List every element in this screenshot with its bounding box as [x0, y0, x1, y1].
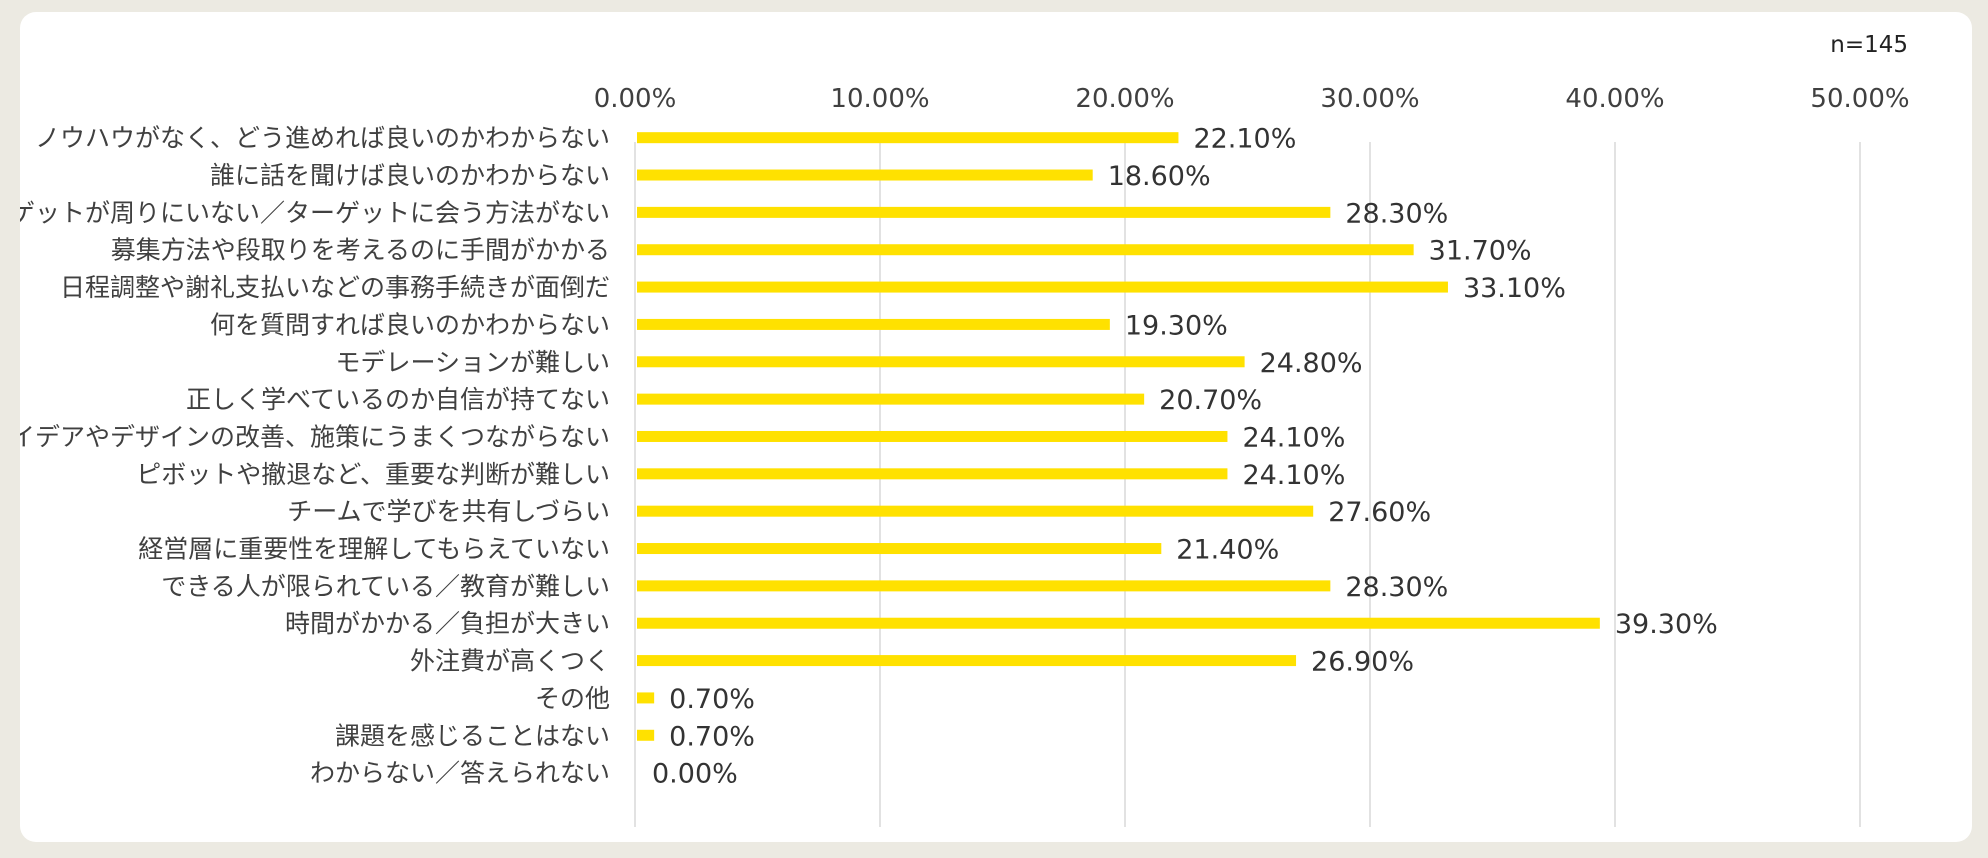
category-label: モデレーションが難しい — [335, 348, 610, 377]
bar — [637, 318, 1110, 330]
bar — [637, 692, 655, 704]
data-label: 0.70% — [669, 684, 755, 715]
bar — [637, 543, 1162, 555]
gridlines — [634, 142, 1861, 827]
data-label: 24.10% — [1242, 422, 1345, 453]
data-label: 28.30% — [1345, 198, 1448, 229]
category-labels: ノウハウがなく、どう進めれば良いのかわからない誰に話を聞けば良いのかわからないタ… — [20, 124, 610, 788]
bar-chart: 0.00% 10.00% 20.00% 30.00% 40.00% 50.00% ノウハウ… — [20, 32, 1910, 827]
category-label: 経営層に重要性を理解してもらえていない — [138, 535, 610, 564]
data-label: 28.30% — [1345, 572, 1448, 603]
bar — [637, 393, 1145, 405]
x-tick-label: 30.00% — [1320, 84, 1419, 114]
bar — [637, 132, 1179, 144]
category-label: ターゲットが周りにいない／ターゲットに会う方法がない — [20, 198, 610, 227]
bar — [637, 468, 1228, 480]
bar — [637, 281, 1448, 293]
bar — [637, 729, 655, 741]
bar — [637, 580, 1331, 592]
data-label: 31.70% — [1429, 236, 1532, 267]
bar — [637, 169, 1093, 181]
data-labels: 22.10% 18.60% 28.30% 31.70% 33.10% 19.30% 24.8… — [652, 124, 1718, 790]
category-label: できる人が限られている／教育が難しい — [161, 572, 610, 601]
category-label: アイデアやデザインの改善、施策にうまくつながらない — [20, 422, 610, 451]
data-label: 21.40% — [1176, 535, 1279, 566]
x-axis-ticks: 0.00% 10.00% 20.00% 30.00% 40.00% 50.00% — [594, 84, 1910, 114]
category-label: 正しく学べているのか自信が持てない — [186, 385, 610, 414]
data-label: 33.10% — [1463, 273, 1566, 304]
bar — [637, 617, 1600, 629]
x-tick-label: 0.00% — [594, 84, 677, 114]
data-label: 18.60% — [1108, 161, 1211, 192]
category-label: ピボットや撤退など、重要な判断が難しい — [136, 460, 610, 489]
sample-size-label: n=145 — [1830, 32, 1908, 58]
category-label: 何を質問すれば良いのかわからない — [210, 310, 610, 339]
category-label: 外注費が高くつく — [410, 647, 610, 676]
data-label: 27.60% — [1328, 497, 1431, 528]
data-label: 0.00% — [652, 759, 738, 790]
data-label: 0.70% — [669, 721, 755, 752]
category-label: その他 — [535, 684, 610, 713]
bar — [637, 430, 1228, 442]
bar — [637, 244, 1414, 256]
category-label: わからない／答えられない — [310, 759, 610, 788]
x-tick-label: 40.00% — [1565, 84, 1664, 114]
category-label: ノウハウがなく、どう進めれば良いのかわからない — [35, 124, 610, 153]
bar — [637, 655, 1297, 667]
data-label: 24.10% — [1242, 460, 1345, 491]
category-label: 時間がかかる／負担が大きい — [285, 609, 610, 638]
data-label: 39.30% — [1615, 609, 1718, 640]
data-label: 19.30% — [1125, 310, 1228, 341]
category-label: 誰に話を聞けば良いのかわからない — [210, 161, 610, 190]
bar — [637, 206, 1331, 218]
x-tick-label: 20.00% — [1075, 84, 1174, 114]
bars — [637, 132, 1600, 741]
data-label: 22.10% — [1193, 124, 1296, 155]
category-label: 募集方法や段取りを考えるのに手間がかかる — [111, 236, 610, 265]
x-tick-label: 10.00% — [830, 84, 929, 114]
bar — [637, 356, 1245, 368]
category-label: 課題を感じることはない — [335, 721, 610, 750]
category-label: 日程調整や謝礼支払いなどの事務手続きが面倒だ — [60, 273, 610, 302]
category-label: チームで学びを共有しづらい — [287, 497, 610, 526]
data-label: 24.80% — [1260, 348, 1363, 379]
data-label: 20.70% — [1159, 385, 1262, 416]
x-tick-label: 50.00% — [1810, 84, 1909, 114]
bar — [637, 505, 1314, 517]
chart-card: 0.00% 10.00% 20.00% 30.00% 40.00% 50.00% ノウハウ… — [20, 12, 1972, 842]
data-label: 26.90% — [1311, 647, 1414, 678]
